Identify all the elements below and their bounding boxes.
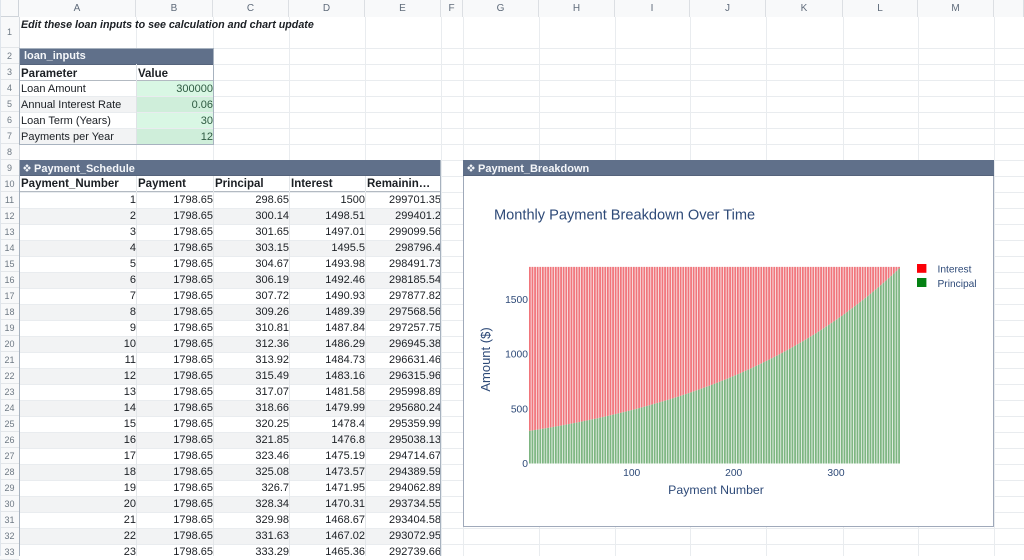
svg-text:1500: 1500 [505,295,528,306]
svg-text:Amount ($): Amount ($) [478,327,493,391]
svg-text:500: 500 [511,404,528,415]
svg-text:200: 200 [725,468,742,479]
svg-text:Monthly Payment Breakdown Over: Monthly Payment Breakdown Over Time [494,208,755,224]
svg-text:1000: 1000 [505,350,528,361]
svg-text:300: 300 [827,468,844,479]
svg-text:Payment Number: Payment Number [668,483,764,497]
svg-text:0: 0 [522,459,528,470]
svg-text:100: 100 [623,468,640,479]
svg-text:Interest: Interest [938,264,972,275]
svg-text:Principal: Principal [938,279,977,290]
